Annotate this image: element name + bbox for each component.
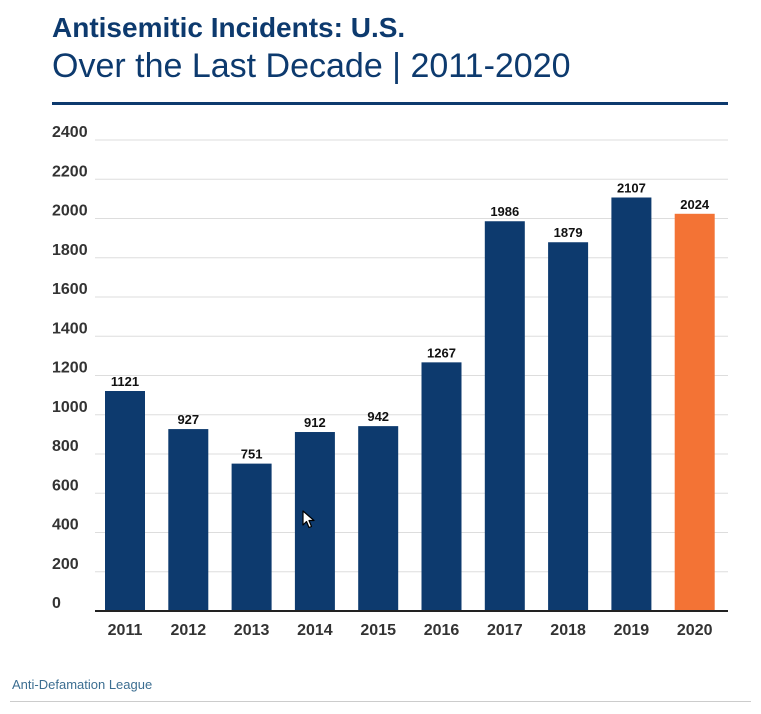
data-label: 751 <box>241 447 263 462</box>
bar <box>674 213 715 612</box>
footer-divider <box>10 701 751 702</box>
y-tick-label: 1800 <box>52 242 88 259</box>
chart-title: Antisemitic Incidents: U.S. <box>52 12 406 43</box>
y-tick-label: 2000 <box>52 203 88 220</box>
bar <box>231 463 272 611</box>
data-label: 1267 <box>427 345 456 360</box>
y-tick-label: 1000 <box>52 399 88 416</box>
y-tick-label: 600 <box>52 477 79 494</box>
y-tick-label: 1400 <box>52 320 88 337</box>
data-label: 942 <box>367 409 389 424</box>
y-tick-label: 2400 <box>52 124 88 141</box>
mouse-cursor-icon <box>302 510 315 529</box>
data-label: 1121 <box>111 374 139 389</box>
bar <box>548 242 589 611</box>
bar <box>484 221 525 611</box>
bar <box>611 197 652 611</box>
data-label: 2024 <box>680 197 710 212</box>
data-label: 1986 <box>490 204 519 219</box>
y-tick-label: 400 <box>52 517 79 534</box>
x-tick-label: 2013 <box>234 622 270 639</box>
title-divider <box>52 102 728 105</box>
bar <box>294 432 335 611</box>
x-tick-label: 2011 <box>108 622 143 639</box>
x-tick-label: 2017 <box>487 622 523 639</box>
x-tick-label: 2020 <box>677 622 713 639</box>
y-tick-label: 200 <box>52 556 79 573</box>
bar <box>358 426 399 611</box>
chart-subtitle: Over the Last Decade | 2011-2020 <box>52 47 571 85</box>
x-tick-label: 2014 <box>297 622 333 639</box>
x-tick-label: 2019 <box>614 622 650 639</box>
x-tick-label: 2015 <box>360 622 396 639</box>
data-label: 1879 <box>554 225 583 240</box>
y-tick-label: 0 <box>52 595 61 612</box>
y-tick-label: 1600 <box>52 281 88 298</box>
x-tick-label: 2018 <box>550 622 586 639</box>
source-credit: Anti-Defamation League <box>12 677 153 692</box>
y-tick-label: 2200 <box>52 163 88 180</box>
data-label: 912 <box>304 415 326 430</box>
bar <box>421 362 462 611</box>
x-tick-label: 2016 <box>424 622 460 639</box>
data-label: 927 <box>177 412 199 427</box>
data-label: 2107 <box>617 181 646 196</box>
bar <box>105 391 145 611</box>
y-tick-label: 800 <box>52 438 79 455</box>
x-tick-label: 2012 <box>171 622 207 639</box>
y-tick-label: 1200 <box>52 360 88 377</box>
bar <box>168 429 209 611</box>
